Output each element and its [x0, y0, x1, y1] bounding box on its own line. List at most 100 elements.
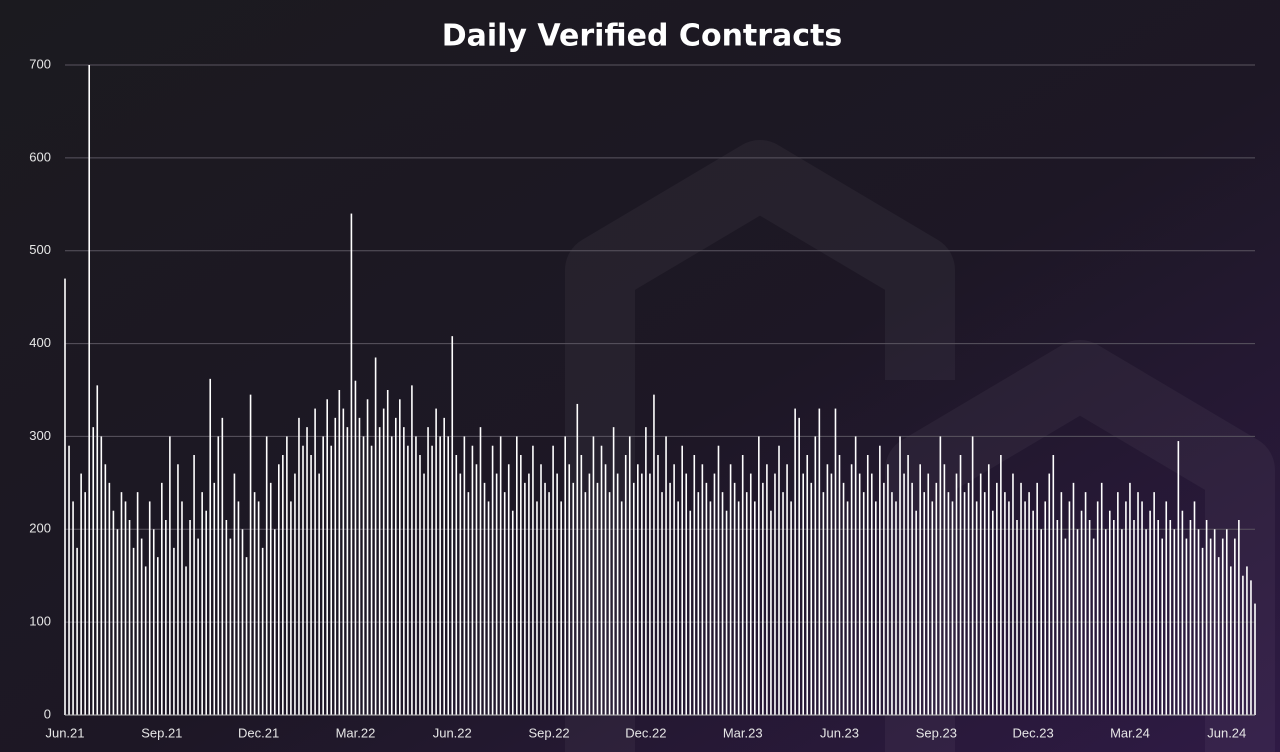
bar — [1088, 520, 1091, 715]
bar — [879, 445, 881, 715]
bar — [471, 445, 474, 715]
bar — [834, 408, 837, 715]
bar — [810, 482, 813, 715]
bar — [427, 427, 429, 715]
bar — [669, 482, 671, 715]
bar — [1076, 529, 1079, 715]
bar — [277, 464, 280, 715]
bar — [580, 455, 583, 715]
bar — [354, 380, 357, 715]
bar — [713, 473, 716, 715]
bar — [342, 408, 345, 715]
bar — [116, 529, 119, 715]
bar — [1201, 547, 1204, 715]
bar — [572, 482, 575, 715]
bar — [798, 417, 800, 715]
y-tick-label: 300 — [29, 428, 51, 443]
bar — [1165, 501, 1168, 715]
bar — [483, 482, 486, 715]
bar — [987, 464, 990, 715]
bar — [1169, 520, 1172, 715]
bar — [802, 473, 805, 715]
bar — [1080, 510, 1083, 715]
bar — [1068, 501, 1071, 715]
bar — [366, 399, 369, 715]
bar — [673, 464, 675, 715]
bar — [1153, 492, 1155, 715]
bar — [467, 492, 470, 715]
bar — [1149, 510, 1151, 715]
bar — [1024, 501, 1026, 715]
bar — [322, 436, 324, 715]
bar — [419, 455, 421, 715]
bar — [1108, 510, 1111, 715]
bar — [201, 492, 203, 715]
bar — [677, 501, 679, 715]
bar — [72, 501, 74, 715]
bar — [830, 473, 833, 715]
bar — [282, 455, 284, 715]
bar — [608, 492, 611, 715]
bar — [350, 213, 353, 716]
bar — [947, 492, 950, 715]
bar — [717, 445, 720, 715]
bar — [899, 436, 901, 715]
bar — [112, 510, 115, 715]
y-tick-label: 200 — [29, 521, 51, 536]
bar — [749, 473, 752, 715]
bar — [955, 473, 958, 715]
bar — [318, 473, 320, 715]
bar — [854, 436, 857, 715]
bar — [818, 408, 821, 715]
bar — [435, 408, 437, 715]
bar — [136, 492, 139, 715]
bar — [386, 390, 389, 715]
bar — [1060, 492, 1063, 715]
bar — [358, 417, 361, 715]
bar — [1100, 482, 1103, 715]
bar — [1133, 520, 1135, 715]
bar — [1036, 482, 1038, 715]
bar — [124, 501, 127, 715]
bar — [1016, 520, 1018, 715]
bar — [556, 473, 558, 715]
bar — [915, 510, 917, 715]
bar — [451, 336, 454, 715]
bar — [423, 473, 425, 715]
x-tick-label: Dec.21 — [238, 725, 279, 740]
bar — [774, 473, 776, 715]
bar — [120, 492, 123, 715]
bar — [399, 399, 401, 715]
bar — [536, 501, 538, 715]
bar — [661, 492, 663, 715]
bar — [253, 492, 256, 715]
bar — [786, 464, 788, 715]
x-tick-label: Mar.22 — [336, 725, 376, 740]
bar — [499, 436, 502, 715]
bar — [326, 399, 329, 715]
bar — [721, 492, 724, 715]
bar — [431, 445, 433, 715]
bar — [245, 557, 248, 715]
bar — [1250, 580, 1252, 715]
bar — [241, 529, 244, 715]
bar — [1020, 482, 1022, 715]
bar — [1177, 441, 1180, 715]
bar — [459, 473, 462, 715]
bar — [1189, 520, 1192, 715]
bar — [181, 501, 183, 715]
bar — [923, 492, 926, 715]
x-tick-label: Sep.22 — [528, 725, 569, 740]
bar — [475, 464, 478, 715]
bar — [415, 436, 417, 715]
bar — [596, 482, 599, 715]
bar — [225, 520, 228, 715]
bar — [1242, 575, 1244, 715]
bar — [979, 473, 982, 715]
bar — [996, 482, 998, 715]
bar — [971, 436, 974, 715]
bar — [88, 65, 91, 715]
bar — [850, 464, 853, 715]
bar — [165, 520, 167, 715]
